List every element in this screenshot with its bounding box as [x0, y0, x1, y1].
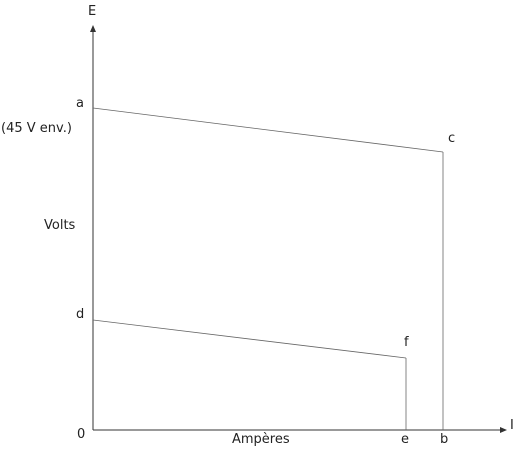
- x-axis-symbol: I: [510, 418, 514, 433]
- line-a-c: [92, 107, 444, 153]
- voltage-note: (45 V env.): [1, 121, 72, 136]
- point-label-f: f: [404, 335, 409, 350]
- y-axis-symbol: E: [88, 4, 96, 19]
- y-axis-title: Volts: [44, 218, 76, 233]
- x-axis-title: Ampères: [232, 432, 290, 447]
- point-label-a: a: [76, 96, 84, 111]
- origin-label: 0: [77, 427, 85, 442]
- point-label-c: c: [448, 131, 455, 146]
- point-label-d: d: [76, 307, 84, 322]
- line-d-f: [92, 319, 407, 359]
- point-label-e: e: [401, 432, 409, 447]
- point-label-b: b: [440, 432, 448, 447]
